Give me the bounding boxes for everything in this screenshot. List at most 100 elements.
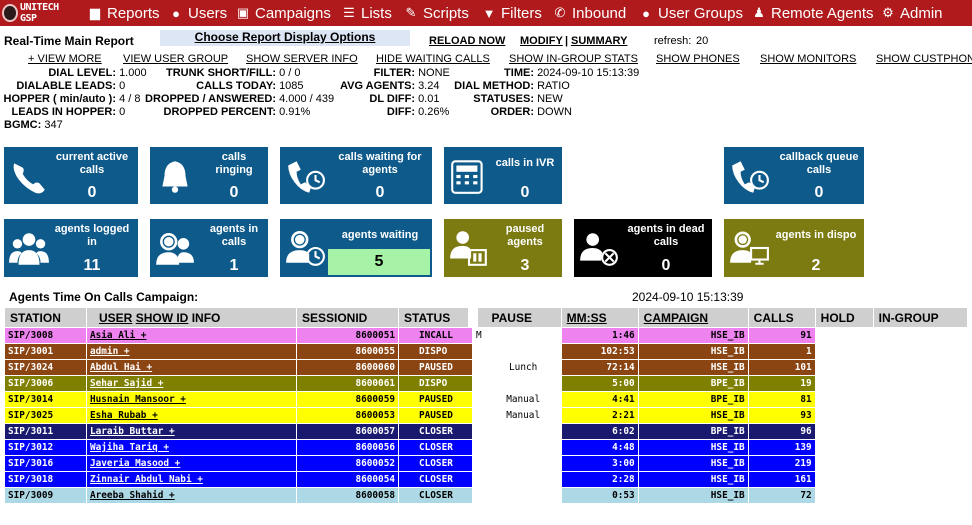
cell-user[interactable]: Sehar Sajid + [86,375,297,392]
cell-user[interactable]: Asia Ali + [86,327,297,344]
agents-section-time: 2024-09-10 15:13:39 [632,290,744,304]
cell-status: PAUSED [398,407,473,424]
nav-users[interactable]: ● Users [169,0,227,26]
mmss-sort-link[interactable]: MM:SS [566,310,607,325]
nav-lists[interactable]: ☰ Lists [343,4,392,22]
cell-pause [484,439,562,456]
cell-session: 8600053 [296,407,399,424]
cell-calls: 96 [747,423,816,440]
cell-mmss: 72:14 [560,359,639,376]
cell-ingroup [872,487,968,504]
cell-user[interactable]: Areeba Shahid + [86,487,297,504]
tile-callback-queue-calls[interactable]: callback queue calls 0 [724,147,864,204]
show-monitors-link[interactable]: SHOW MONITORS [760,53,857,65]
cell-session: 8600058 [296,487,399,504]
table-row: SIP/3012 Wajiha Tariq +8600056 CLOSER 4:48 H… [4,439,968,456]
cell-flag [472,423,486,440]
view-user-group-link[interactable]: VIEW USER GROUP [123,53,229,65]
cell-user[interactable]: Husnain Mansoor + [86,391,297,408]
logo-text: UNITECH GSP [19,2,59,24]
agents-headset-icon [156,233,194,265]
list-icon: ☰ [343,5,355,20]
hide-waiting-calls-link[interactable]: HIDE WAITING CALLS [376,53,490,65]
bar-chart-icon: ▆ [90,5,100,20]
cell-pause [484,471,562,488]
cell-user[interactable]: Laraib Buttar + [86,423,297,440]
tile-agents-in-dead-calls[interactable]: agents in dead calls 0 [574,219,712,277]
cell-campaign: HSE_IB [637,359,749,376]
tile-agents-waiting[interactable]: agents waiting 5 [280,219,432,277]
tile-agents-in-calls[interactable]: agents in calls 1 [150,219,268,277]
agents-group-icon [9,233,49,265]
logo[interactable]: UNITECH GSP [2,2,72,24]
view-more-link[interactable]: + VIEW MORE [28,53,102,65]
cell-status: CLOSER [398,455,473,472]
modify-link[interactable]: MODIFY [520,35,563,47]
cell-status: INCALL [398,327,473,344]
tile-agents-logged-in[interactable]: agents logged in 11 [4,219,138,277]
agent-dead-icon [580,233,618,266]
tile-current-active-calls[interactable]: current active calls 0 [4,147,138,204]
cell-status: PAUSED [398,359,473,376]
gear-icon: ⚙ [882,5,894,20]
cell-hold [814,439,874,456]
cell-status: CLOSER [398,423,473,440]
cell-user[interactable]: admin + [86,343,297,360]
display-options-button[interactable]: Choose Report Display Options [160,30,410,46]
cell-calls: 219 [747,455,816,472]
nav-inbound[interactable]: ✆ Inbound [554,4,627,22]
cell-campaign: HSE_IB [637,455,749,472]
cell-flag: M [472,327,486,344]
cell-ingroup [872,343,968,360]
cell-user[interactable]: Zinnair Abdul Nabi + [86,471,297,488]
show-id-link[interactable]: SHOW ID [135,310,189,325]
phone-clock-icon [288,161,325,193]
reload-now-link[interactable]: RELOAD NOW [429,35,506,47]
cell-hold [814,343,874,360]
tile-calls-in-ivr[interactable]: calls in IVR 0 [444,147,562,204]
user-sort-link[interactable]: USER [99,310,133,325]
nav-scripts[interactable]: ✎ Scripts [405,4,469,22]
cell-ingroup [872,423,968,440]
tile-agents-in-dispo[interactable]: agents in dispo 2 [724,219,864,277]
show-ingroup-stats-link[interactable]: SHOW IN-GROUP STATS [509,53,638,65]
nav-remote-agents[interactable]: ♟ Remote Agents [753,4,874,22]
show-custphone-link[interactable]: SHOW CUSTPHONE [876,53,972,65]
nav-filters[interactable]: ▼ Filters [482,4,542,22]
nav-user-groups[interactable]: ● User Groups [639,0,743,26]
cell-flag [472,471,486,488]
table-row: SIP/3001 admin +8600055 DISPO 102:53 HSE_IB 1 [4,343,968,360]
col-session: SESSIONID [296,307,399,328]
cell-user[interactable]: Wajiha Tariq + [86,439,297,456]
phone-clock-icon [732,161,769,193]
tile-calls-ringing[interactable]: calls ringing 0 [150,147,268,204]
tile-paused-agents[interactable]: paused agents 3 [444,219,562,277]
campaign-sort-link[interactable]: CAMPAIGN [643,310,709,325]
remote-agent-icon: ♟ [753,5,765,20]
tile-calls-waiting-for-agents[interactable]: calls waiting for agents 0 [280,147,432,204]
ivr-keypad-icon [451,160,483,194]
cell-campaign: BPE_IB [637,391,749,408]
show-server-info-link[interactable]: SHOW SERVER INFO [246,53,358,65]
cell-campaign: HSE_IB [637,343,749,360]
cell-mmss: 102:53 [560,343,639,360]
cell-campaign: BPE_IB [637,375,749,392]
col-pause: PAUSE [467,307,562,328]
cell-campaign: HSE_IB [637,407,749,424]
cell-session: 8600056 [296,439,399,456]
cell-ingroup [872,327,968,344]
summary-link[interactable]: SUMMARY [571,35,628,47]
cell-flag [472,391,486,408]
cell-user[interactable]: Javeria Masood + [86,455,297,472]
cell-user[interactable]: Esha Rubab + [86,407,297,424]
cell-user[interactable]: Abdul Hai + [86,359,297,376]
cell-flag [472,487,486,504]
show-phones-link[interactable]: SHOW PHONES [656,53,740,65]
bell-icon [162,161,188,193]
nav-campaigns[interactable]: ▣ Campaigns [236,4,331,22]
cell-calls: 1 [747,343,816,360]
nav-admin[interactable]: ⚙ Admin [882,4,943,22]
nav-reports[interactable]: ▆ Reports [90,4,160,22]
cell-calls: 72 [747,487,816,504]
cell-flag [472,359,486,376]
